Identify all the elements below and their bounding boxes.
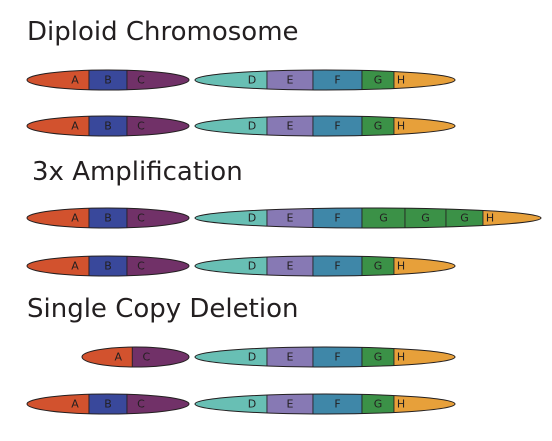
segment-label-a: A: [71, 398, 79, 411]
p-arm: [27, 208, 189, 228]
segment-label-e: E: [287, 120, 294, 133]
segment-label-e: E: [287, 74, 294, 87]
q-arm-outline: [194, 69, 456, 91]
p-arm-outline: [26, 393, 190, 415]
segment-label-g: G: [379, 212, 388, 225]
section-title-amplification: 3x Amplification: [32, 157, 243, 187]
segment-label-c: C: [137, 120, 145, 133]
segment-c-block: [126, 208, 189, 228]
segment-c-block: [126, 116, 189, 136]
segment-label-f: F: [334, 398, 340, 411]
segment-label-a: A: [71, 74, 79, 87]
segment-label-h: H: [486, 212, 494, 225]
segment-label-c: C: [137, 260, 145, 273]
segment-label-b: B: [104, 212, 112, 225]
segment-label-f: F: [334, 120, 340, 133]
p-arm-outline: [26, 115, 190, 137]
segment-c-block: [126, 70, 189, 90]
segment-label-h: H: [397, 74, 405, 87]
segment-label-g: G: [460, 212, 469, 225]
segment-label-g: G: [374, 74, 383, 87]
segment-label-a: A: [71, 212, 79, 225]
chromosome: A B C D E F G H: [26, 255, 456, 277]
section-title-deletion: Single Copy Deletion: [27, 294, 299, 324]
segment-label-b: B: [104, 120, 112, 133]
p-arm: [27, 70, 189, 90]
p-arm-outline: [26, 255, 190, 277]
segment-c-block: [126, 394, 189, 414]
q-arm: [195, 116, 455, 136]
segment-label-b: B: [104, 260, 112, 273]
segment-label-e: E: [287, 351, 294, 364]
q-arm: [195, 256, 455, 276]
segment-label-e: E: [287, 260, 294, 273]
segment-c-block: [126, 256, 189, 276]
segment-label-c: C: [142, 351, 150, 364]
segment-label-c: C: [137, 212, 145, 225]
segment-label-e: E: [287, 212, 294, 225]
segment-label-f: F: [334, 74, 340, 87]
segment-label-d: D: [248, 120, 256, 133]
segment-label-h: H: [397, 351, 405, 364]
segment-label-d: D: [248, 398, 256, 411]
q-arm: [195, 70, 455, 90]
segment-label-g: G: [374, 351, 383, 364]
segment-label-c: C: [137, 398, 145, 411]
section-title-diploid: Diploid Chromosome: [27, 17, 299, 47]
segment-label-d: D: [248, 260, 256, 273]
p-arm: [82, 347, 189, 367]
segment-label-d: D: [248, 212, 256, 225]
segment-label-g: G: [374, 260, 383, 273]
segment-label-d: D: [248, 351, 256, 364]
q-arm-outline: [194, 207, 542, 229]
q-arm-outline: [194, 346, 456, 368]
segment-label-a: A: [71, 260, 79, 273]
segment-label-c: C: [137, 74, 145, 87]
segment-label-d: D: [248, 74, 256, 87]
segment-label-f: F: [334, 212, 340, 225]
p-arm: [27, 116, 189, 136]
segment-label-e: E: [287, 398, 294, 411]
segment-label-h: H: [397, 120, 405, 133]
segment-label-g: G: [374, 398, 383, 411]
segment-label-f: F: [334, 260, 340, 273]
q-arm-outline: [194, 393, 456, 415]
segment-label-f: F: [334, 351, 340, 364]
segment-c-block: [131, 347, 189, 367]
p-arm-outline: [26, 207, 190, 229]
segment-label-h: H: [397, 260, 405, 273]
segment-label-b: B: [104, 398, 112, 411]
segment-label-a: A: [71, 120, 79, 133]
p-arm: [27, 256, 189, 276]
q-arm-outline: [194, 115, 456, 137]
p-arm-outline: [26, 69, 190, 91]
q-arm-outline: [194, 255, 456, 277]
q-arm: [195, 394, 455, 414]
segment-label-b: B: [104, 74, 112, 87]
chromosome: A B C D E F G H: [26, 115, 456, 137]
chromosome: A B C D E F G H: [26, 393, 456, 415]
p-arm: [27, 394, 189, 414]
p-arm-outline: [81, 346, 190, 368]
segment-label-h: H: [397, 398, 405, 411]
segment-label-g: G: [421, 212, 430, 225]
q-arm: [195, 347, 455, 367]
segment-label-g: G: [374, 120, 383, 133]
chromosome: A B C D E F G H: [26, 69, 456, 91]
segment-label-a: A: [115, 351, 123, 364]
segment-a-block: [82, 347, 133, 367]
